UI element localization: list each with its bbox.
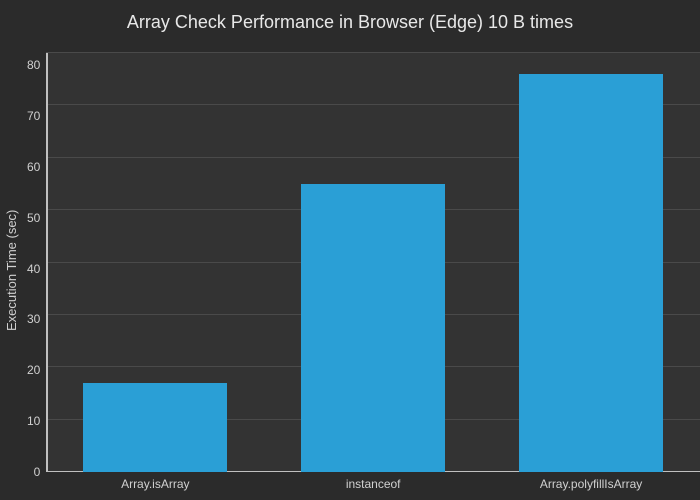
x-tick: instanceof: [264, 478, 482, 490]
y-tick: 40: [27, 263, 40, 275]
chart-container: Array Check Performance in Browser (Edge…: [0, 0, 700, 500]
y-axis-label: Execution Time (sec): [0, 41, 27, 500]
chart-body: Execution Time (sec) 80 70 60 50 40 30 20 10 0 A…: [0, 41, 700, 500]
bar: [83, 383, 227, 472]
y-tick: 70: [27, 110, 40, 122]
y-tick: 20: [27, 364, 40, 376]
x-axis: Array.isArrayinstanceofArray.polyfillIsA…: [46, 472, 700, 500]
y-tick: 60: [27, 161, 40, 173]
x-tick: Array.polyfillIsArray: [482, 478, 700, 490]
y-tick: 50: [27, 212, 40, 224]
bar-slot: [46, 53, 264, 472]
y-tick: 0: [34, 466, 41, 478]
y-tick: 30: [27, 313, 40, 325]
bars-group: [46, 53, 700, 472]
bar-slot: [264, 53, 482, 472]
plot-region: Array.isArrayinstanceofArray.polyfillIsA…: [46, 41, 700, 500]
plot-area: [46, 53, 700, 472]
y-axis: 80 70 60 50 40 30 20 10 0: [27, 41, 46, 500]
y-tick: 80: [27, 59, 40, 71]
bar-slot: [482, 53, 700, 472]
chart-title: Array Check Performance in Browser (Edge…: [0, 0, 700, 41]
x-tick: Array.isArray: [46, 478, 264, 490]
bar: [301, 184, 445, 472]
y-tick: 10: [27, 415, 40, 427]
bar: [519, 74, 663, 472]
